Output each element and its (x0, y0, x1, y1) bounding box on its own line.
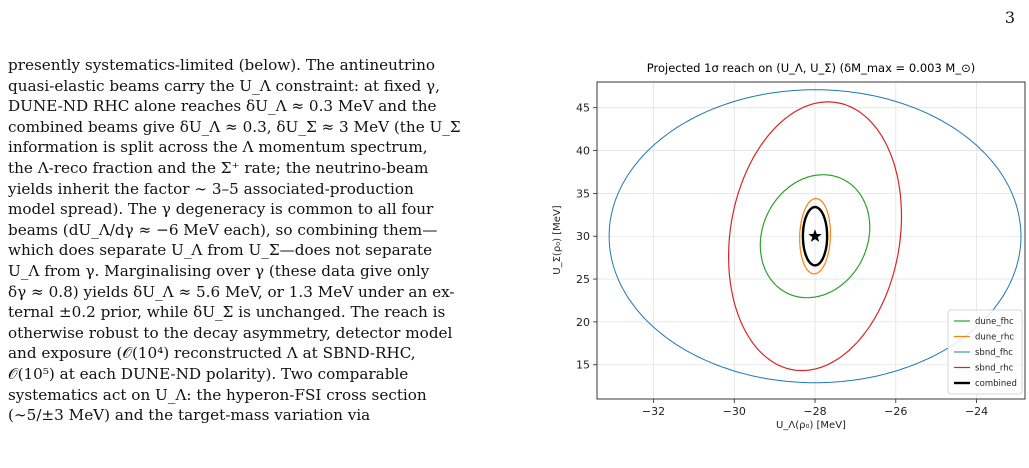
text-line: (∼5/±3 MeV) and the target-mass variatio… (8, 406, 371, 425)
figure: Projected 1σ reach on (U_Λ, U_Σ) (δM_max… (540, 50, 1029, 438)
text-line: 𝒪(10⁵) at each DUNE-ND polarity). Two co… (8, 364, 409, 383)
legend-label-dune-fhc: dune_fhc (975, 317, 1014, 327)
text-line: ternal ±0.2 prior, while δU_Σ is unchang… (8, 303, 446, 322)
y-tick-label: 20 (576, 316, 590, 329)
grid (597, 82, 1025, 399)
ticks: −32 −30 −28 −26 −24 15 20 25 30 35 40 45 (576, 102, 988, 418)
plot-frame (596, 81, 1026, 400)
text-line: information is split across the Λ moment… (8, 138, 428, 157)
x-tick-label: −32 (642, 405, 665, 418)
text-line: beams (dU_Λ/dγ ≈ −6 MeV each), so combin… (8, 220, 438, 239)
legend-box (947, 309, 1023, 395)
ellipse-sbnd-rhc (728, 101, 903, 372)
legend-label-sbnd-fhc: sbnd_fhc (975, 348, 1013, 358)
text-line: otherwise robust to the decay asymmetry,… (8, 323, 453, 342)
best-fit-star (808, 229, 822, 242)
x-tick-label: −24 (965, 405, 988, 418)
text-line: U_Λ from γ. Marginalising over γ (these … (8, 261, 430, 280)
body-text: presently systematics-limited (below). T… (8, 55, 494, 426)
x-tick-label: −26 (884, 405, 907, 418)
text-line: yields inherit the factor ∼ 3–5 associat… (8, 179, 414, 198)
ellipse-dune-rhc (799, 197, 831, 275)
text-line: presently systematics-limited (below). T… (8, 56, 436, 74)
legend-label-sbnd-rhc: sbnd_rhc (975, 364, 1014, 374)
text-line: δγ ≈ 0.8) yields δU_Λ ≈ 5.6 MeV, or 1.3 … (8, 282, 455, 301)
y-tick-label: 25 (576, 273, 590, 286)
ellipse-sbnd-fhc (608, 89, 1022, 384)
y-tick-label: 15 (576, 359, 590, 372)
ellipse-dune-fhc (759, 174, 871, 299)
text-line: and exposure (𝒪(10⁴) reconstructed Λ at … (8, 344, 416, 363)
y-tick-label: 35 (576, 187, 590, 200)
page-number: 3 (1004, 8, 1015, 27)
y-axis-label: U_Σ(ρ₀) [MeV] (552, 205, 563, 274)
x-tick-label: −28 (803, 405, 826, 418)
x-axis-label: U_Λ(ρ₀) [MeV] (776, 420, 846, 431)
text-line: DUNE-ND RHC alone reaches δU_Λ ≈ 0.3 MeV… (8, 97, 437, 116)
contours (608, 89, 1022, 384)
y-tick-label: 40 (576, 145, 590, 158)
legend-label-combined: combined (975, 379, 1017, 389)
text-line: quasi-elastic beams carry the U_Λ constr… (8, 76, 440, 95)
legend-label-dune-rhc: dune_rhc (975, 333, 1014, 343)
ellipse-combined (801, 205, 829, 267)
text-line: the Λ-reco fraction and the Σ⁺ rate; the… (8, 158, 429, 177)
chart-title: Projected 1σ reach on (U_Λ, U_Σ) (δM_max… (647, 61, 975, 75)
text-line: which does separate U_Λ from U_Σ—does no… (8, 241, 433, 260)
text-line: systematics act on U_Λ: the hyperon-FSI … (8, 385, 427, 404)
x-tick-label: −30 (723, 405, 746, 418)
legend: dune_fhc dune_rhc sbnd_fhc sbnd_rhc combined (947, 309, 1023, 395)
text-line: combined beams give δU_Λ ≈ 0.3, δU_Σ ≈ 3… (8, 117, 461, 136)
text-line: model spread). The γ degeneracy is commo… (8, 200, 434, 219)
ellipse-chart: Projected 1σ reach on (U_Λ, U_Σ) (δM_max… (552, 61, 1026, 431)
y-tick-label: 30 (576, 230, 590, 243)
y-tick-label: 45 (576, 102, 590, 115)
